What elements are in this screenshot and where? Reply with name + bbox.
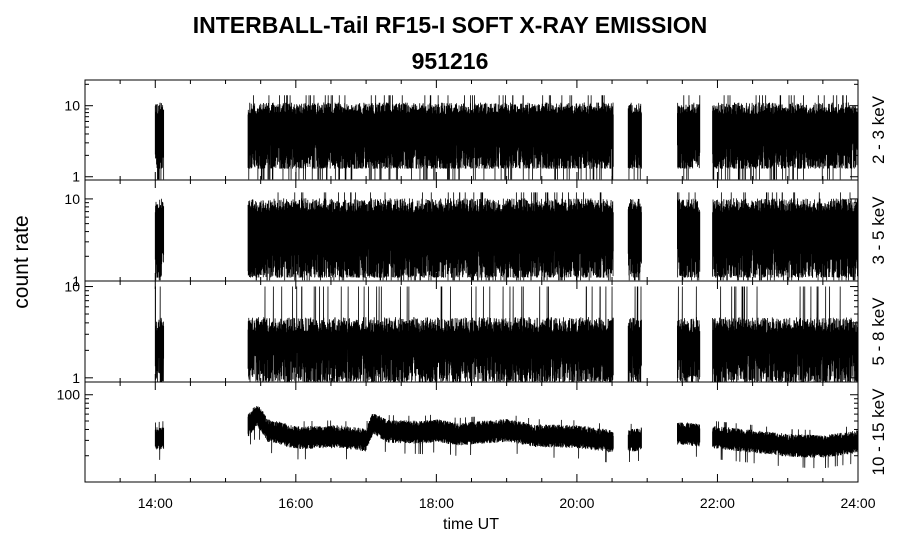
- x-tick-label: 14:00: [138, 495, 173, 511]
- series-line-2: [154, 192, 859, 281]
- series-label-1: 2 - 3 keV: [869, 95, 888, 164]
- y-axis-label: count rate: [10, 215, 33, 308]
- x-tick-label: 20:00: [559, 495, 594, 511]
- y-tick-label: 10: [64, 98, 80, 114]
- panel-2: 1 10 3 - 5 keV: [64, 179, 888, 289]
- y-tick-label: 1: [72, 370, 80, 386]
- chart-subtitle: 951216: [411, 48, 489, 74]
- series-line-3: [154, 286, 859, 383]
- series-label-4: 10 - 15 keV: [869, 388, 888, 476]
- x-axis-label: time UT: [443, 516, 499, 533]
- series-line-4: [154, 406, 859, 469]
- series-label-2: 3 - 5 keV: [869, 196, 888, 265]
- x-tick-label: 16:00: [278, 495, 313, 511]
- y-tick-label: 1: [72, 169, 80, 185]
- panel-3: 1 10 5 - 8 keV: [64, 279, 888, 386]
- x-tick-label: 22:00: [700, 495, 735, 511]
- y-tick-label: 10: [64, 279, 80, 295]
- y-tick-label: 100: [57, 387, 81, 403]
- x-tick-label: 24:00: [840, 495, 875, 511]
- y-tick-label: 10: [64, 191, 80, 207]
- panel-4: 100 10 - 15 keV: [57, 381, 888, 483]
- series-label-3: 5 - 8 keV: [869, 297, 888, 366]
- x-tick-label: 18:00: [419, 495, 454, 511]
- chart-title: INTERBALL-Tail RF15-I SOFT X-RAY EMISSIO…: [192, 12, 708, 38]
- y-tick-label: 1: [72, 273, 80, 289]
- series-line-1: [154, 95, 859, 180]
- panel-1: 1 10 2 - 3 keV: [64, 79, 888, 185]
